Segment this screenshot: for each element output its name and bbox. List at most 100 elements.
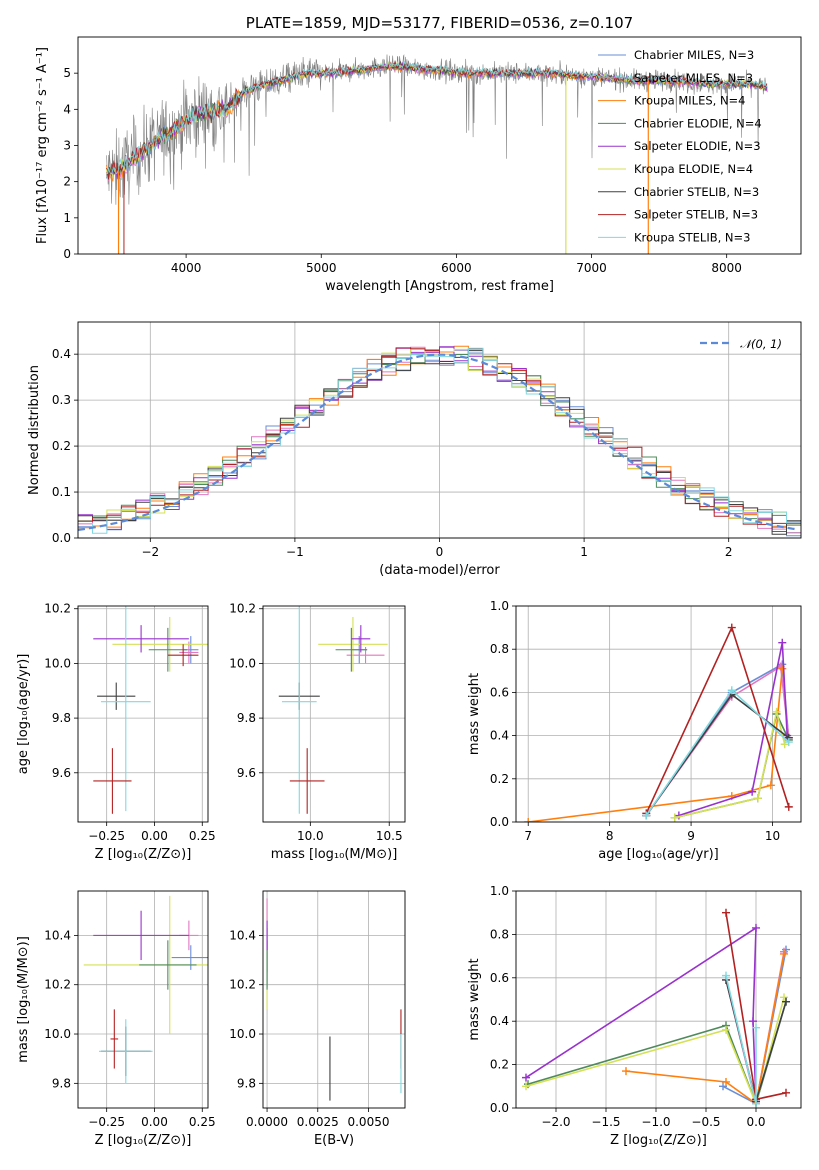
y-tick-label: 0.6 [490, 685, 509, 699]
legend-label: Kroupa ELODIE, N=4 [634, 162, 753, 176]
y-tick-label: 9.8 [52, 1076, 71, 1090]
plot-area [83, 895, 208, 1084]
weight-marker [772, 707, 781, 716]
x-tick-label: 0.0050 [347, 1115, 389, 1129]
panel-weight_vs_age: 7 8 9 10 0.0 0.2 0.4 0.6 0.8 1.0 age [log₁₀(age/yr… [467, 599, 802, 862]
x-tick-label: −1 [286, 545, 304, 559]
y-tick-label: 10.2 [44, 602, 71, 616]
data-point [289, 748, 325, 814]
x-tick-label: 10.5 [376, 829, 403, 843]
y-tick-label: 10.0 [44, 1027, 71, 1041]
weight-line [525, 997, 785, 1107]
panel-weight_vs_Z: −2.0 −1.5 −1.0 −0.5 0.0 0.0 0.2 0.4 0.6 0.8 1.0 Z [… [467, 884, 802, 1148]
weight-marker [780, 993, 788, 1002]
x-tick-label: 0.0 [746, 1115, 765, 1129]
histogram-step [78, 347, 801, 534]
plot-frame [262, 605, 406, 823]
weight-marker [722, 1025, 730, 1034]
plot-frame [77, 890, 209, 1109]
legend-label: Salpeter ELODIE, N=3 [634, 139, 761, 153]
y-tick-label: 10.0 [229, 1027, 256, 1041]
legend-label: Chabrier MILES, N=3 [634, 48, 754, 62]
panel-mass_vs_Z: −0.25 0.00 0.25 9.8 10.0 10.2 10.4 Z [log₁₀(Z/Z… [16, 890, 216, 1148]
x-axis-label: mass [log₁₀(M/M⊙)] [271, 847, 398, 862]
y-tick-label: 0.8 [490, 642, 509, 656]
weight-line [525, 926, 757, 1102]
weight-line [678, 642, 788, 817]
x-tick-label: −2 [141, 545, 159, 559]
data-point [179, 641, 199, 664]
data-point [281, 606, 317, 814]
plot-area [278, 606, 388, 814]
weight-marker [778, 664, 787, 673]
weight-marker [722, 971, 730, 980]
y-tick-label: 1 [63, 211, 71, 225]
y-axis-label: mass weight [467, 958, 482, 1040]
plot-area [524, 623, 793, 822]
data-point [99, 1019, 153, 1084]
y-tick-label: 9.8 [237, 1076, 256, 1090]
x-axis-label: Z [log₁₀(Z/Z⊙)] [95, 847, 192, 862]
weight-marker [727, 623, 736, 632]
x-tick-label: 0.00 [141, 1115, 168, 1129]
legend-label: 𝒩(0, 1) [740, 337, 782, 351]
x-tick-label: 9 [687, 829, 695, 843]
y-tick-label: 9.8 [52, 711, 71, 725]
x-tick-label: 0.0000 [246, 1115, 288, 1129]
weight-marker [670, 813, 679, 822]
y-tick-label: 1.0 [490, 884, 509, 898]
x-axis-label: Z [log₁₀(Z/Z⊙)] [95, 1133, 192, 1148]
data-point [335, 627, 368, 672]
data-point [110, 1009, 119, 1069]
y-tick-label: 10.0 [229, 656, 256, 670]
x-tick-label: 0.25 [189, 829, 216, 843]
plot-frame [77, 321, 802, 539]
gaussian-curve [78, 353, 799, 531]
x-axis-label: wavelength [Angstrom, rest frame] [325, 279, 554, 294]
y-axis-label: Flux [fλ10⁻¹⁷ erg cm⁻² s⁻¹ A⁻¹] [35, 47, 50, 244]
plot-area [93, 606, 208, 814]
weight-marker [752, 1099, 760, 1108]
y-tick-label: 0.1 [52, 485, 71, 499]
weight-marker [748, 787, 757, 796]
y-tick-label: 9.6 [52, 766, 71, 780]
data-point [351, 625, 371, 653]
data-point [148, 627, 187, 672]
weight-marker [752, 923, 760, 932]
legend-label: Salpeter MILES, N=3 [634, 71, 753, 85]
data-point [167, 644, 199, 667]
plot-frame [515, 605, 802, 823]
x-tick-label: −0.25 [88, 829, 125, 843]
weight-line [674, 711, 790, 819]
data-point [97, 682, 136, 710]
panel-residuals: −2 −1 0 1 2 0.0 0.1 0.2 0.3 0.4 (data-model)/error… [27, 321, 802, 578]
model-fit-line [106, 60, 768, 175]
weight-marker [784, 802, 793, 811]
data-point [139, 940, 197, 990]
data-point [318, 616, 388, 672]
x-axis-label: age [log₁₀(age/yr)] [598, 847, 719, 862]
x-tick-label: −1.0 [641, 1115, 670, 1129]
legend-label: Salpeter STELIB, N=3 [634, 208, 758, 222]
y-tick-label: 10.4 [44, 928, 71, 942]
weight-marker [766, 781, 775, 790]
weight-line [625, 953, 785, 1106]
x-tick-label: 0 [436, 545, 444, 559]
data-point [93, 748, 132, 814]
x-tick-label: −2.0 [541, 1115, 570, 1129]
y-tick-label: 0.4 [52, 347, 71, 361]
y-tick-label: 0.8 [490, 927, 509, 941]
legend-label: Kroupa MILES, N=4 [634, 94, 746, 108]
x-tick-label: 8000 [711, 261, 742, 275]
weight-marker [752, 1023, 760, 1032]
x-tick-label: 0.25 [189, 1115, 216, 1129]
weight-line [674, 711, 786, 819]
weight-marker [522, 1082, 530, 1091]
weight-line [527, 1001, 787, 1107]
x-tick-label: 10.0 [297, 829, 324, 843]
weight-marker [727, 686, 736, 695]
data-point [171, 945, 208, 970]
chart-title: PLATE=1859, MJD=53177, FIBERID=0536, z=0… [246, 14, 633, 32]
legend-label: Kroupa STELIB, N=3 [634, 230, 751, 244]
